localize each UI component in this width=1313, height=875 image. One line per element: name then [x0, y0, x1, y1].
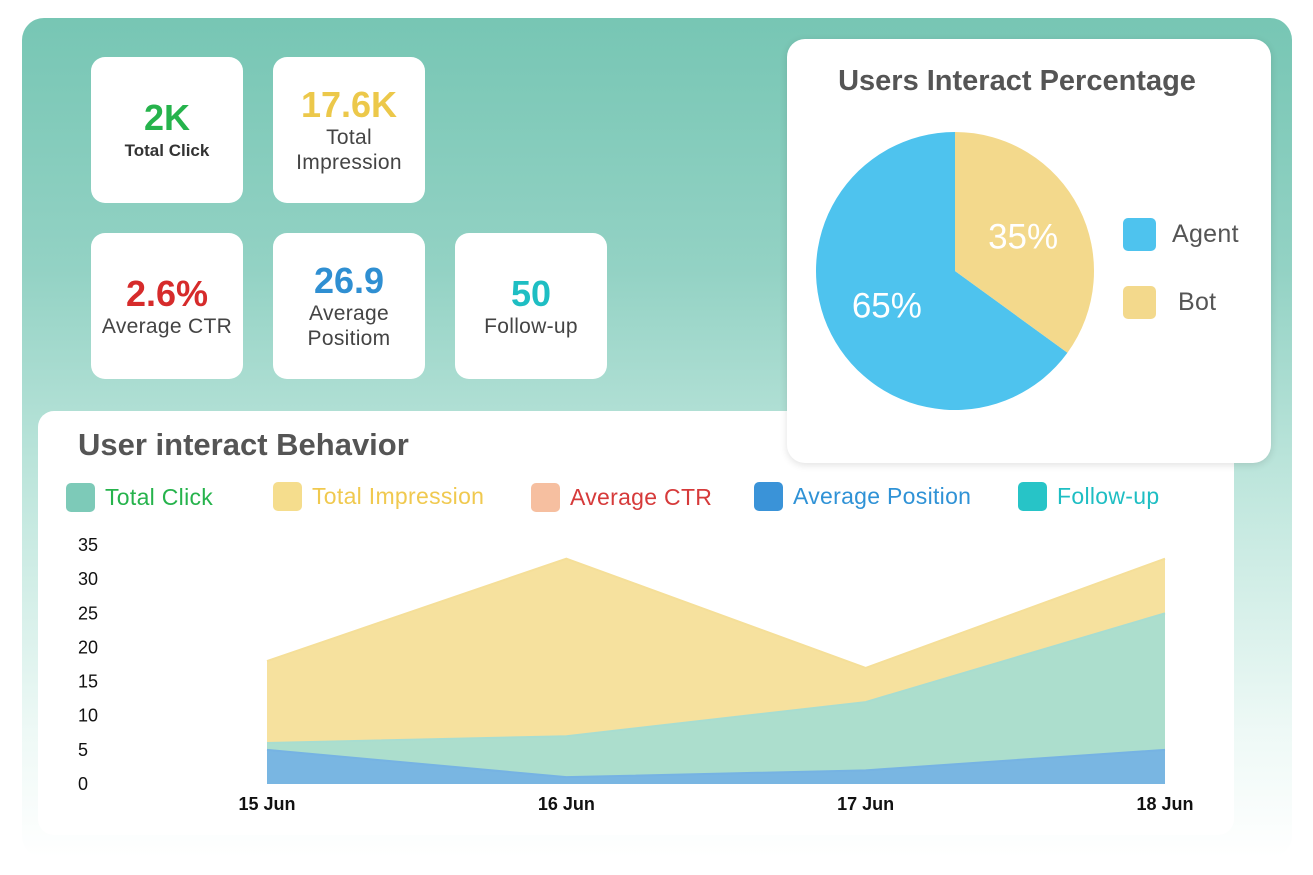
legend-label-average-position: Average Position	[793, 483, 972, 509]
pie-legend-item-agent: Agent	[1123, 218, 1239, 251]
y-tick-label: 0	[78, 774, 88, 794]
legend-swatch-total-impression	[273, 482, 302, 511]
pie-slice-bot	[955, 132, 1094, 353]
legend-swatch-average-position	[754, 482, 783, 511]
pie-legend-swatch-agent	[1123, 218, 1156, 251]
legend-item-total-click: Total Click	[66, 483, 213, 512]
pie-slice-label-bot: 35%	[988, 217, 1058, 256]
y-tick-label: 20	[78, 637, 98, 657]
pie-chart-title: Users Interact Percentage	[838, 65, 1196, 97]
stat-label-follow-up: Follow-up	[484, 314, 578, 338]
y-tick-label: 10	[78, 706, 98, 726]
y-tick-label: 25	[78, 603, 98, 623]
pie-chart-card: Users Interact Percentage 65% 35% Agent B…	[787, 39, 1271, 463]
stat-card-average-ctr: 2.6% Average CTR	[91, 233, 243, 379]
legend-label-average-ctr: Average CTR	[570, 484, 713, 510]
legend-label-follow-up: Follow-up	[1057, 483, 1160, 509]
stat-value-average-position: 26.9	[313, 260, 385, 301]
behavior-chart-title: User interact Behavior	[78, 427, 409, 462]
line-total-impression	[266, 557, 1166, 669]
y-tick-label: 15	[78, 672, 98, 692]
legend-swatch-total-click	[66, 483, 95, 512]
pie-legend-label-bot: Bot	[1178, 288, 1217, 316]
stat-card-total-click: 2K Total Click	[91, 57, 243, 203]
line-total-click	[266, 612, 1166, 745]
pie-legend-item-bot: Bot	[1123, 286, 1216, 319]
legend-label-total-click: Total Click	[105, 484, 214, 510]
stat-label-total-impression: Total Impression	[296, 126, 402, 174]
y-tick-label: 5	[78, 740, 88, 760]
x-tick-label: 15 Jun	[238, 794, 295, 814]
area-chart-plot: 0 5 10 15 20 25 30 35 15 Jun 16 Jun 17 Jun 18 Jun	[78, 535, 1194, 814]
stat-card-total-impression: 17.6K Total Impression	[273, 57, 425, 203]
pie-chart-plot: 65% 35%	[816, 132, 1094, 411]
behavior-chart-card: User interact Behavior Total Click Total…	[38, 411, 1234, 835]
pie-slice-agent	[816, 132, 1068, 411]
legend-item-total-impression: Total Impression	[273, 482, 484, 511]
legend-label-total-impression: Total Impression	[312, 483, 485, 509]
stat-value-follow-up: 50	[510, 272, 552, 314]
stat-card-average-position: 26.9 Average Positiom	[273, 233, 425, 379]
area-total-click	[267, 613, 1165, 784]
line-average-position	[266, 748, 1166, 779]
legend-swatch-follow-up	[1018, 482, 1047, 511]
stat-value-average-ctr: 2.6%	[125, 272, 209, 314]
x-tick-label: 16 Jun	[538, 794, 595, 814]
stat-card-follow-up: 50 Follow-up	[455, 233, 607, 379]
legend-item-follow-up: Follow-up	[1018, 482, 1159, 511]
y-tick-label: 35	[78, 535, 98, 555]
legend-item-average-position: Average Position	[754, 482, 971, 511]
area-average-position	[267, 749, 1165, 784]
pie-legend-label-agent: Agent	[1172, 220, 1239, 248]
stat-value-total-impression: 17.6K	[300, 84, 398, 125]
y-tick-label: 30	[78, 569, 98, 589]
stat-label-average-position: Average Positiom	[307, 302, 391, 350]
legend-swatch-average-ctr	[531, 483, 560, 512]
stat-label-total-click: Total Click	[124, 140, 210, 160]
pie-legend-swatch-bot	[1123, 286, 1156, 319]
stat-value-total-click: 2K	[143, 96, 191, 138]
x-tick-label: 17 Jun	[837, 794, 894, 814]
legend-item-average-ctr: Average CTR	[531, 483, 712, 512]
x-tick-label: 18 Jun	[1136, 794, 1193, 814]
stat-label-average-ctr: Average CTR	[101, 314, 233, 338]
pie-slice-label-agent: 65%	[852, 287, 922, 326]
